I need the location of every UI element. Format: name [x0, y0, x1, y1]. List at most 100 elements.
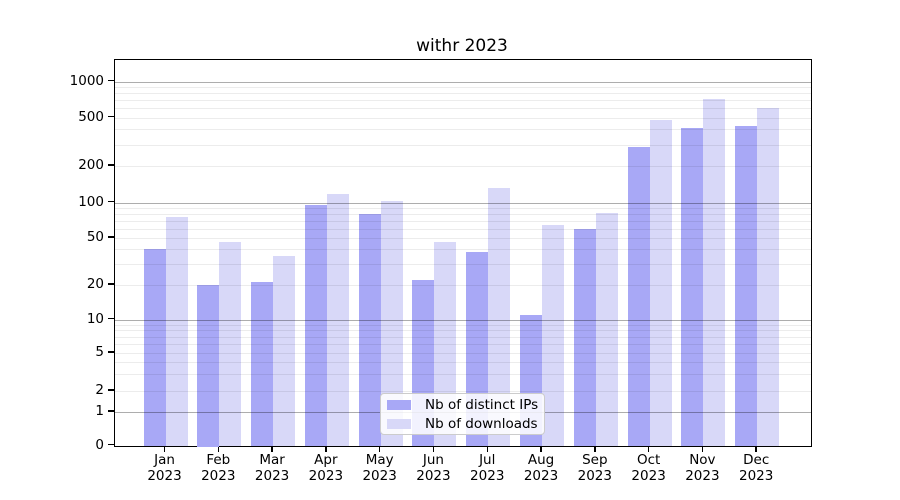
- chart-title: withr 2023: [416, 36, 508, 56]
- y-tick-mark: [107, 351, 114, 353]
- bar-downloads-jan: [165, 217, 188, 447]
- gridline-major: [115, 202, 811, 204]
- x-tick-label: Dec 2023: [726, 452, 786, 484]
- x-tick-year: 2023: [362, 468, 397, 484]
- x-tick-year: 2023: [685, 468, 720, 484]
- x-tick-label: May 2023: [350, 452, 410, 484]
- gridline-minor: [115, 249, 811, 251]
- y-tick-label: 10: [86, 310, 104, 327]
- y-tick-mark: [107, 410, 114, 412]
- bar-downloads-jul: [488, 187, 511, 447]
- gridline-minor: [115, 213, 811, 215]
- x-tick-label: Sep 2023: [565, 452, 625, 484]
- x-tick-month: Aug: [527, 452, 555, 468]
- gridline-minor: [115, 93, 811, 95]
- x-tick-month: Jan: [154, 452, 175, 468]
- y-tick-mark: [107, 200, 114, 203]
- x-tick-year: 2023: [739, 468, 774, 484]
- x-tick-month: May: [365, 452, 394, 468]
- gridline-minor: [115, 238, 811, 239]
- x-tick-mark: [755, 445, 757, 452]
- legend-item-downloads: Nb of downloads: [387, 414, 544, 433]
- y-tick-mark: [107, 443, 114, 446]
- gridline-minor: [115, 100, 811, 102]
- x-tick-month: Nov: [689, 452, 716, 468]
- gridline-minor: [115, 391, 811, 392]
- x-tick-label: Oct 2023: [619, 452, 679, 484]
- x-tick-month: Dec: [743, 452, 770, 468]
- y-tick-label: 200: [78, 157, 104, 173]
- gridline-minor: [115, 129, 811, 131]
- bar-downloads-apr: [326, 194, 349, 447]
- plot-area: [114, 59, 812, 447]
- x-tick-mark: [701, 445, 704, 452]
- gridline-minor: [115, 144, 811, 146]
- x-tick-year: 2023: [523, 468, 559, 484]
- y-tick-mark: [107, 79, 114, 82]
- gridline-minor: [115, 353, 811, 354]
- y-tick-label: 100: [78, 193, 104, 210]
- x-tick-label: Nov 2023: [672, 452, 732, 484]
- bar-downloads-sep: [595, 212, 618, 447]
- x-tick-label: Feb 2023: [188, 452, 248, 484]
- gridline-minor: [115, 228, 811, 230]
- gridline-major: [115, 81, 811, 83]
- x-tick-month: Apr: [314, 452, 338, 468]
- x-tick-mark: [432, 445, 435, 452]
- y-tick-label: 50: [86, 229, 104, 245]
- y-tick-mark: [107, 164, 114, 166]
- x-tick-label: Mar 2023: [242, 452, 302, 484]
- y-tick-label: 1000: [69, 72, 104, 89]
- bar-downloads-feb: [219, 242, 242, 447]
- x-tick-mark: [163, 445, 166, 452]
- x-tick-year: 2023: [254, 468, 290, 484]
- gridline-minor: [115, 220, 811, 222]
- x-tick-month: Oct: [636, 452, 661, 468]
- legend-swatch-distinct-ips: [387, 399, 411, 410]
- gridline-minor: [115, 336, 811, 338]
- y-tick-label: 2: [95, 382, 104, 398]
- gridline-minor: [115, 207, 811, 209]
- x-tick-month: Sep: [582, 452, 608, 468]
- legend-swatch-downloads: [387, 418, 411, 429]
- y-tick-mark: [107, 317, 114, 320]
- x-tick-month: Feb: [206, 452, 231, 468]
- x-tick-mark: [647, 445, 650, 452]
- bar-downloads-may: [380, 201, 403, 447]
- x-tick-month: Jul: [479, 452, 496, 468]
- x-tick-year: 2023: [631, 468, 666, 484]
- gridline-minor: [115, 166, 811, 167]
- legend-label-downloads: Nb of downloads: [425, 415, 538, 432]
- legend-item-distinct-ips: Nb of distinct IPs: [387, 395, 544, 414]
- x-tick-month: Jun: [422, 452, 444, 468]
- gridline-minor: [115, 108, 811, 110]
- y-tick-mark: [107, 115, 114, 118]
- bar-distinct-ips-sep: [573, 228, 596, 447]
- x-tick-label: Aug 2023: [511, 452, 571, 484]
- gridline-minor: [115, 285, 811, 286]
- x-tick-label: Apr 2023: [296, 452, 356, 484]
- x-tick-year: 2023: [470, 468, 505, 484]
- bar-distinct-ips-nov: [681, 128, 704, 447]
- x-tick-mark: [378, 445, 381, 452]
- bar-downloads-aug: [542, 224, 565, 447]
- bar-downloads-oct: [649, 120, 672, 447]
- y-tick-label: 500: [78, 108, 104, 125]
- y-tick-mark: [107, 389, 114, 391]
- gridline-minor: [115, 330, 811, 332]
- gridline-minor: [115, 264, 811, 266]
- y-tick-label: 5: [95, 344, 104, 360]
- bar-distinct-ips-apr: [304, 204, 327, 447]
- x-tick-year: 2023: [201, 468, 236, 484]
- gridline-major: [115, 319, 811, 321]
- x-tick-label: Jul 2023: [457, 452, 517, 484]
- x-tick-month: Mar: [259, 452, 285, 468]
- x-tick-year: 2023: [147, 468, 182, 484]
- legend: Nb of distinct IPs Nb of downloads: [380, 393, 545, 435]
- gridline-minor: [115, 324, 811, 326]
- x-tick-label: Jan 2023: [135, 452, 195, 484]
- x-tick-mark: [594, 445, 596, 452]
- gridline-minor: [115, 86, 811, 88]
- x-tick-year: 2023: [308, 468, 344, 484]
